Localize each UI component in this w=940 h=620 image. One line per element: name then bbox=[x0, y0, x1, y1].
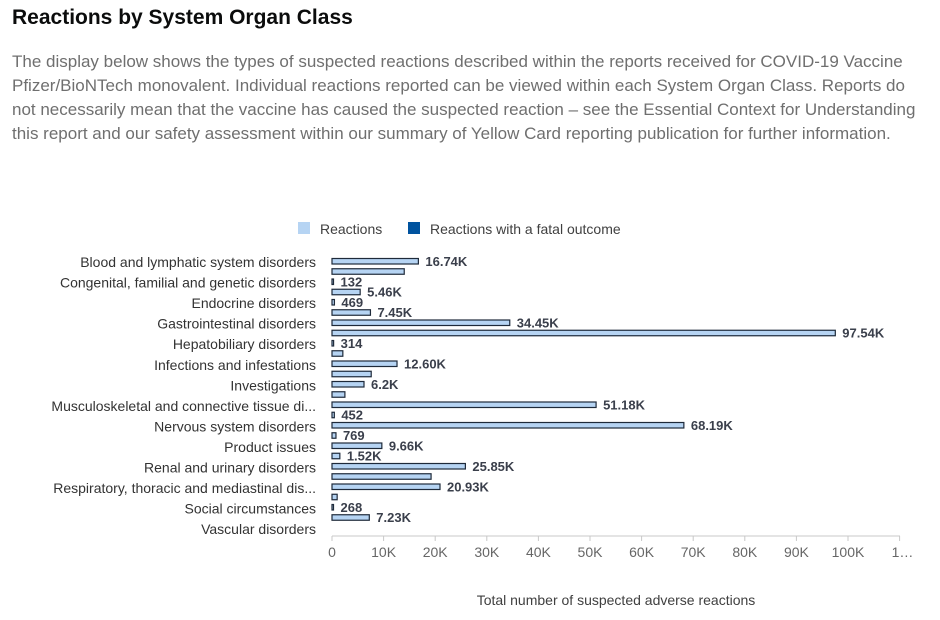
bar[interactable] bbox=[331, 421, 685, 429]
chart-legend: Reactions Reactions with a fatal outcome bbox=[298, 221, 621, 237]
category-label: Infections and infestations bbox=[154, 357, 316, 373]
legend-label-reactions: Reactions bbox=[320, 221, 382, 237]
bar-data-label: 25.85K bbox=[472, 459, 515, 474]
bar[interactable] bbox=[331, 360, 398, 368]
bar[interactable] bbox=[331, 278, 335, 286]
bar[interactable] bbox=[331, 350, 344, 357]
bar[interactable] bbox=[331, 370, 372, 378]
category-label: Hepatobiliary disorders bbox=[173, 336, 316, 352]
bar[interactable] bbox=[331, 493, 338, 501]
bar-data-label: 132 bbox=[341, 274, 363, 289]
bar-data-label: 68.19K bbox=[691, 418, 734, 433]
x-tick-label: 30K bbox=[474, 544, 500, 560]
category-label: Product issues bbox=[224, 439, 316, 455]
x-tick-label: 70K bbox=[681, 544, 707, 560]
bar[interactable] bbox=[331, 329, 836, 337]
category-label: Investigations bbox=[230, 377, 316, 393]
bar-data-label: 469 bbox=[341, 295, 363, 310]
category-label: Musculoskeletal and connective tissue di… bbox=[51, 398, 316, 414]
bar-data-label: 6.2K bbox=[371, 377, 399, 392]
bar[interactable] bbox=[331, 268, 405, 275]
bar[interactable] bbox=[331, 452, 341, 460]
category-label: Nervous system disorders bbox=[154, 418, 316, 434]
legend-label-fatal: Reactions with a fatal outcome bbox=[430, 221, 621, 237]
category-label: Congenital, familial and genetic disorde… bbox=[60, 275, 316, 291]
category-labels: Blood and lymphatic system disorders Cong… bbox=[51, 254, 316, 537]
x-axis: 0 10K 20K 30K 40K 50K 60K 70K 80K 90K 100K 1… bbox=[328, 535, 914, 560]
page-description: The display below shows the types of sus… bbox=[12, 52, 916, 143]
category-label: Vascular disorders bbox=[201, 521, 316, 537]
x-tick-label: 80K bbox=[732, 544, 758, 560]
category-label: Endocrine disorders bbox=[191, 295, 316, 311]
bar[interactable] bbox=[331, 380, 365, 388]
bar-data-label: 9.66K bbox=[389, 438, 424, 453]
bar[interactable] bbox=[331, 298, 336, 306]
bar[interactable] bbox=[331, 411, 335, 419]
bar-data-label: 769 bbox=[343, 428, 365, 443]
bar-data-label: 51.18K bbox=[603, 397, 646, 412]
bar[interactable] bbox=[331, 473, 432, 480]
bar-data-label: 20.93K bbox=[447, 479, 490, 494]
category-label: Social circumstances bbox=[185, 501, 317, 517]
x-tick-label: 1… bbox=[892, 544, 914, 560]
x-tick-label: 10K bbox=[371, 544, 397, 560]
page-title: Reactions by System Organ Class bbox=[12, 6, 353, 29]
x-tick-label: 0 bbox=[328, 544, 336, 560]
x-tick-label: 50K bbox=[578, 544, 604, 560]
x-tick-label: 100K bbox=[832, 544, 865, 560]
bars: 16.74K 132 5.46K 469 7.45K 34.45K 97.54K 314 12.… bbox=[331, 254, 885, 525]
bar[interactable] bbox=[331, 432, 337, 439]
bar-data-label: 268 bbox=[341, 500, 363, 515]
bar-data-label: 16.74K bbox=[425, 254, 468, 269]
bar-data-label: 5.46K bbox=[367, 285, 402, 300]
bar[interactable] bbox=[331, 483, 441, 491]
category-label: Blood and lymphatic system disorders bbox=[80, 254, 316, 270]
x-tick-label: 90K bbox=[784, 544, 810, 560]
bar[interactable] bbox=[331, 257, 419, 265]
legend-item-reactions[interactable]: Reactions bbox=[298, 221, 382, 237]
x-tick-label: 20K bbox=[423, 544, 449, 560]
legend-swatch-fatal bbox=[408, 222, 420, 234]
bar-data-label: 12.60K bbox=[404, 356, 447, 371]
category-label: Renal and urinary disorders bbox=[144, 460, 316, 476]
legend-item-fatal[interactable]: Reactions with a fatal outcome bbox=[408, 221, 621, 237]
bar-data-label: 97.54K bbox=[842, 326, 885, 341]
bar[interactable] bbox=[331, 503, 335, 511]
x-axis-title: Total number of suspected adverse reacti… bbox=[477, 592, 756, 608]
bar[interactable] bbox=[331, 339, 335, 347]
bar-data-label: 314 bbox=[341, 336, 363, 351]
bar[interactable] bbox=[331, 319, 511, 327]
bar[interactable] bbox=[331, 442, 383, 450]
bar-data-label: 1.52K bbox=[347, 449, 382, 464]
bar-data-label: 452 bbox=[341, 408, 363, 423]
x-tick-label: 60K bbox=[629, 544, 655, 560]
bar[interactable] bbox=[331, 514, 370, 521]
bar[interactable] bbox=[331, 391, 346, 398]
legend-swatch-reactions bbox=[298, 222, 310, 234]
bar[interactable] bbox=[331, 462, 466, 470]
bar-data-label: 7.23K bbox=[376, 510, 411, 525]
bar[interactable] bbox=[331, 288, 361, 296]
bar-data-label: 34.45K bbox=[517, 315, 560, 330]
bar[interactable] bbox=[331, 309, 372, 316]
bar-data-label: 7.45K bbox=[377, 305, 412, 320]
category-label: Gastrointestinal disorders bbox=[157, 316, 316, 332]
category-label: Respiratory, thoracic and mediastinal di… bbox=[53, 480, 316, 496]
x-tick-label: 40K bbox=[526, 544, 552, 560]
bar[interactable] bbox=[331, 401, 597, 409]
